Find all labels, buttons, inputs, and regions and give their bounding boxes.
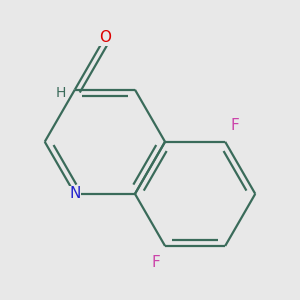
- Text: F: F: [230, 118, 239, 133]
- Text: O: O: [99, 30, 111, 45]
- Text: F: F: [151, 255, 160, 270]
- Text: N: N: [69, 186, 80, 201]
- Text: H: H: [56, 86, 66, 100]
